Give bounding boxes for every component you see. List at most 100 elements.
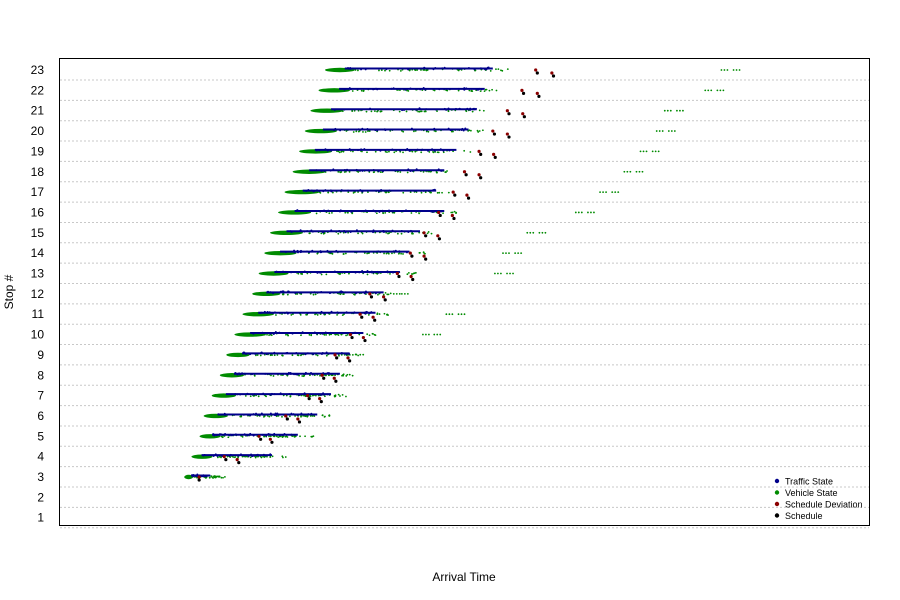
traffic-state-point [353, 311, 356, 314]
traffic-state-point [338, 331, 341, 334]
vehicle-state-point [471, 110, 474, 113]
vehicle-state-point [316, 354, 319, 357]
schedule-deviation-point [451, 190, 455, 194]
traffic-state-point [252, 413, 255, 416]
traffic-state-point [306, 312, 309, 315]
traffic-state-point [361, 169, 364, 172]
vehicle-state-point [377, 293, 379, 296]
traffic-state-point [224, 414, 227, 417]
vehicle-state-point [340, 150, 343, 153]
vehicle-state-point [389, 272, 391, 275]
vehicle-state-point [269, 456, 272, 458]
traffic-state-point [351, 332, 354, 335]
traffic-state-point [262, 392, 265, 395]
vehicle-state-point [300, 334, 302, 337]
vehicle-state-point [256, 455, 259, 458]
vehicle-state-point [385, 313, 388, 316]
traffic-state-point [290, 412, 293, 415]
traffic-state-point [286, 332, 289, 335]
vehicle-state-point [331, 191, 334, 194]
vehicle-state-point [244, 395, 247, 397]
traffic-state-point [466, 107, 469, 110]
traffic-state-point [306, 230, 309, 233]
traffic-state-point [358, 271, 361, 274]
vehicle-state-point [334, 395, 337, 398]
traffic-state-point [473, 68, 476, 71]
traffic-state-point [313, 291, 316, 294]
traffic-state-point [242, 454, 245, 457]
vehicle-state-point [311, 394, 314, 397]
schedule-deviation-point [422, 231, 426, 235]
traffic-state-point [267, 432, 270, 435]
y-tick-label: 12 [31, 287, 45, 301]
traffic-state-point [333, 129, 336, 132]
traffic-state-point [316, 291, 319, 294]
traffic-state-point [367, 169, 370, 172]
vehicle-state-point [406, 292, 409, 295]
schedule-point [507, 135, 511, 139]
schedule-deviation-point [395, 271, 399, 276]
vehicle-state-point [436, 151, 439, 154]
traffic-state-point [306, 352, 309, 355]
traffic-state-point [261, 413, 264, 416]
traffic-state-point [350, 210, 353, 213]
vehicle-state-point [341, 393, 344, 396]
traffic-state-point [252, 332, 255, 335]
vehicle-state-point [489, 70, 492, 72]
vehicle-state-point [300, 354, 302, 357]
traffic-state-point [345, 311, 348, 314]
vehicle-state-point [338, 151, 341, 154]
vehicle-state-point [468, 89, 471, 92]
traffic-state-point [467, 67, 470, 70]
vehicle-state-point [380, 69, 383, 72]
vehicle-state-point [506, 272, 508, 275]
traffic-state-point [338, 230, 341, 233]
vehicle-state-point [314, 394, 317, 397]
y-tick-label: 16 [31, 205, 45, 219]
traffic-state-point [346, 168, 349, 171]
schedule-point [383, 298, 387, 302]
schedule-deviation-point [477, 173, 481, 177]
vehicle-state-point [716, 89, 719, 92]
vehicle-state-point [328, 374, 330, 377]
vehicle-state-point [673, 130, 676, 132]
vehicle-state-point [399, 171, 402, 173]
traffic-state-point [424, 169, 427, 172]
schedule-deviation-point [371, 315, 375, 319]
traffic-state-point [327, 209, 330, 212]
vehicle-state-point [353, 293, 355, 296]
y-tick-label: 7 [37, 389, 44, 403]
traffic-state-point [259, 311, 262, 314]
schedule-point [424, 257, 428, 261]
vehicle-state-point [334, 333, 337, 336]
schedule-deviation-point [333, 353, 337, 357]
traffic-state-point [195, 474, 198, 477]
traffic-state-point [418, 108, 421, 111]
vehicle-state-point [479, 90, 482, 93]
traffic-state-point [243, 433, 246, 436]
vehicle-state-point [427, 130, 430, 133]
vehicle-state-point [275, 314, 277, 316]
vehicle-state-point [348, 272, 350, 275]
traffic-state-point [361, 270, 364, 273]
vehicle-state-point [402, 151, 404, 154]
traffic-state-point [465, 87, 468, 90]
vehicle-state-point [654, 150, 657, 153]
traffic-state-point [312, 352, 315, 355]
traffic-state-point [329, 169, 332, 172]
vehicle-state-point [544, 231, 547, 234]
traffic-state-point [288, 392, 291, 395]
vehicle-state-point [263, 333, 266, 336]
traffic-state-point [383, 230, 386, 233]
schedule-point [237, 461, 241, 465]
y-tick-label: 21 [31, 104, 45, 118]
traffic-state-point [300, 412, 303, 415]
schedule-point [537, 94, 541, 98]
traffic-state-point [377, 170, 380, 173]
vehicle-state-point [376, 272, 379, 275]
vehicle-state-point [593, 211, 595, 214]
vehicle-state-point [364, 131, 367, 133]
vehicle-state-point [341, 314, 344, 317]
traffic-state-point [234, 393, 237, 396]
vehicle-state-point [414, 271, 417, 274]
